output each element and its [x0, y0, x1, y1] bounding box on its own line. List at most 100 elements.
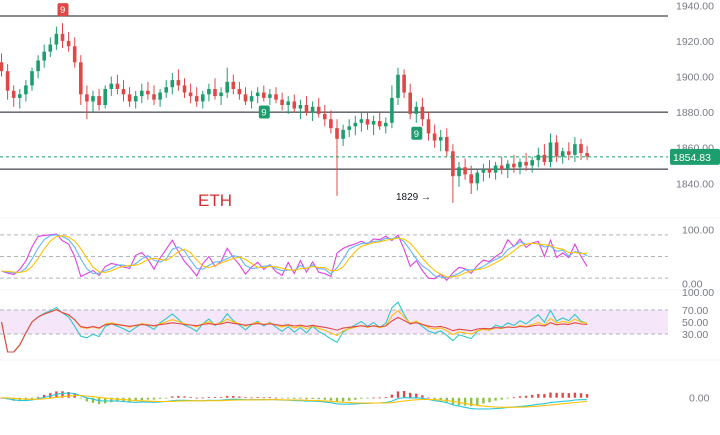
- macd-histogram-bar: [165, 397, 168, 399]
- candle-body: [60, 33, 65, 41]
- candle-body: [506, 163, 510, 170]
- candle-body: [127, 94, 132, 102]
- macd-dif-line: [1, 392, 588, 410]
- candle-body: [30, 71, 34, 86]
- candle-body: [146, 90, 150, 95]
- macd-histogram-bar: [390, 394, 394, 398]
- candle-body: [481, 169, 486, 173]
- stochastic-j-line: [1, 235, 588, 278]
- macd-histogram-bar: [518, 396, 522, 398]
- candle-body: [164, 87, 168, 93]
- macd-histogram-bar: [177, 396, 180, 398]
- macd-histogram-bar: [482, 397, 485, 404]
- macd-histogram-bar: [323, 397, 326, 400]
- macd-histogram-bar: [402, 391, 406, 398]
- macd-histogram-bar: [238, 396, 241, 398]
- candle-body: [115, 83, 120, 89]
- candle-body: [158, 92, 162, 100]
- candle-body: [54, 33, 59, 45]
- candle-body: [359, 119, 364, 123]
- macd-histogram-bar: [30, 397, 34, 399]
- macd-histogram-bar: [335, 397, 339, 402]
- macd-histogram-bar: [348, 397, 351, 401]
- macd-histogram-bar: [189, 396, 192, 398]
- candle-body: [341, 129, 345, 139]
- macd-histogram-bar: [494, 397, 497, 401]
- candle-body: [140, 90, 144, 97]
- macd-histogram-bar: [287, 397, 290, 399]
- price-tick-label: 1900.00: [676, 72, 714, 84]
- current-price-tag: [670, 148, 720, 165]
- macd-histogram-bar: [79, 397, 82, 399]
- macd-histogram-bar: [12, 397, 15, 401]
- candle-body: [408, 92, 412, 114]
- td-marker-badge: [258, 105, 270, 119]
- macd-histogram-bar: [555, 392, 558, 398]
- macd-histogram-bar: [585, 394, 589, 398]
- macd-histogram-bar: [512, 397, 516, 399]
- candle-body: [512, 163, 516, 168]
- rsi-tick-label: 70.00: [682, 305, 708, 317]
- macd-histogram-bar: [549, 392, 552, 398]
- macd-histogram-bar: [433, 397, 436, 400]
- macd-histogram-bar: [329, 397, 333, 401]
- candle-body: [109, 83, 114, 89]
- candle-body: [18, 94, 22, 98]
- candle-body: [499, 165, 504, 170]
- candle-body: [304, 105, 309, 113]
- macd-histogram-bar: [244, 397, 247, 399]
- candle-body: [72, 46, 77, 63]
- macd-histogram-bar: [201, 397, 204, 399]
- candle-body: [573, 144, 577, 155]
- candle-body: [97, 96, 101, 105]
- macd-histogram-bar: [506, 397, 509, 399]
- macd-histogram-bar: [543, 394, 546, 398]
- macd-histogram-bar: [207, 396, 211, 398]
- macd-histogram-bar: [524, 395, 528, 398]
- macd-histogram-bar: [256, 397, 259, 399]
- macd-histogram-bar: [421, 395, 424, 398]
- candle-body: [420, 106, 425, 120]
- candle-body: [445, 137, 449, 152]
- candle-body: [91, 96, 95, 102]
- candle-body: [219, 92, 223, 97]
- macd-histogram-bar: [91, 397, 95, 403]
- candle-body: [5, 71, 10, 91]
- macd-histogram-bar: [219, 396, 223, 398]
- macd-histogram-bar: [573, 392, 577, 398]
- price-tick-label: 1880.00: [676, 107, 714, 119]
- td-marker-label: 9: [60, 5, 65, 16]
- candle-body: [469, 174, 473, 184]
- candle-body: [487, 169, 492, 173]
- macd-histogram-bar: [476, 397, 479, 405]
- macd-histogram-bar: [341, 397, 345, 402]
- candle-body: [310, 106, 315, 113]
- candle-body: [329, 119, 333, 129]
- macd-dea-line: [1, 394, 588, 408]
- candle-body: [274, 94, 278, 100]
- macd-histogram-bar: [67, 391, 70, 398]
- candle-body: [24, 85, 28, 95]
- macd-histogram-bar: [226, 395, 229, 398]
- macd-histogram-bar: [384, 397, 387, 398]
- macd-histogram-bar: [146, 397, 150, 400]
- candle-body: [66, 40, 71, 47]
- candle-body: [0, 62, 4, 72]
- candle-body: [243, 94, 248, 102]
- price-tick-label: 1920.00: [676, 36, 714, 48]
- macd-histogram-bar: [36, 396, 40, 398]
- candle-body: [262, 92, 266, 98]
- symbol-label: ETH: [198, 191, 232, 210]
- macd-histogram-bar: [195, 397, 198, 399]
- macd-histogram-bar: [488, 397, 491, 403]
- candle-body: [201, 94, 205, 102]
- candle-body: [560, 151, 565, 157]
- macd-histogram-bar: [415, 393, 418, 398]
- candle-body: [390, 97, 394, 123]
- candle-body: [567, 151, 571, 155]
- candle-body: [79, 62, 83, 95]
- macd-histogram-bar: [561, 392, 564, 398]
- candle-body: [188, 92, 193, 97]
- candle-body: [530, 160, 534, 166]
- candle-body: [152, 94, 156, 100]
